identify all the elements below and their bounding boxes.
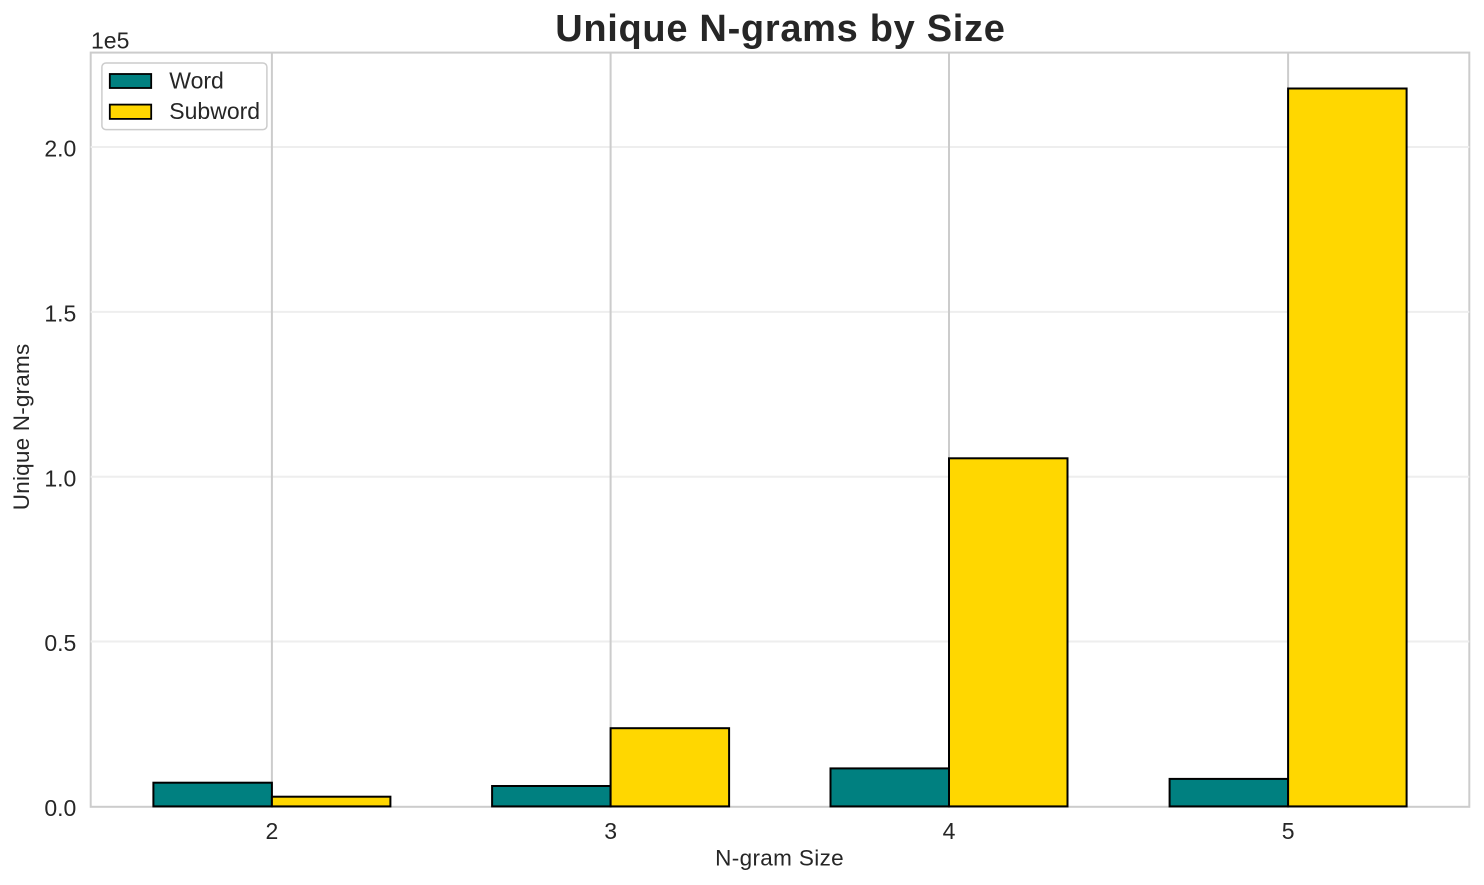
svg-text:2: 2 (266, 818, 279, 844)
svg-text:2.0: 2.0 (44, 136, 76, 162)
svg-text:3: 3 (604, 818, 617, 844)
svg-text:0.0: 0.0 (44, 795, 76, 821)
svg-text:4: 4 (943, 818, 956, 844)
svg-text:0.5: 0.5 (44, 630, 76, 656)
svg-text:1.5: 1.5 (44, 301, 76, 327)
svg-text:Word: Word (169, 67, 224, 93)
svg-text:N-gram Size: N-gram Size (715, 845, 844, 870)
svg-text:Unique N-grams by Size: Unique N-grams by Size (555, 8, 1005, 50)
svg-text:1e5: 1e5 (91, 27, 129, 53)
svg-text:Subword: Subword (169, 98, 260, 124)
svg-text:1.0: 1.0 (44, 465, 76, 491)
svg-text:Unique N-grams: Unique N-grams (9, 344, 34, 511)
svg-text:5: 5 (1282, 818, 1295, 844)
